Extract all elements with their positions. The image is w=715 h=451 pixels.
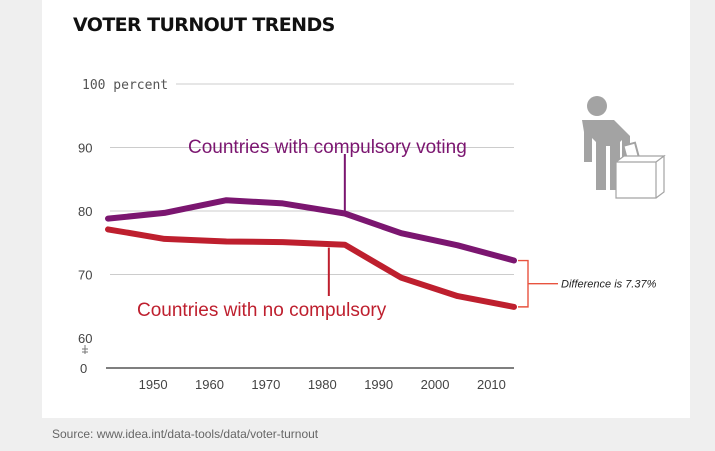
y-tick-label: 90 [78, 141, 92, 156]
x-tick-label: 1990 [364, 377, 393, 392]
x-tick-label: 1980 [308, 377, 337, 392]
series-line-compulsory [105, 197, 517, 264]
difference-bracket [518, 259, 558, 308]
source-note: Source: www.idea.int/data-tools/data/vot… [52, 427, 319, 441]
chart-card [42, 0, 690, 418]
axis-break-icon [82, 345, 88, 354]
x-tick-label: 1970 [251, 377, 280, 392]
x-tick-label: 2010 [477, 377, 506, 392]
series-line-no-compulsory [105, 226, 517, 310]
y-tick-label: 60 [78, 331, 92, 346]
y-tick-label: 70 [78, 268, 92, 283]
x-tick-label: 1960 [195, 377, 224, 392]
y-axis-zero-label: 0 [80, 361, 87, 376]
y-tick-label: 80 [78, 204, 92, 219]
x-tick-label: 1950 [139, 377, 168, 392]
voter-icon-group [582, 96, 666, 199]
ballot-box-icon [615, 154, 666, 199]
chart-title: VOTER TURNOUT TRENDS [73, 14, 335, 36]
difference-annotation: Difference is 7.37% [561, 279, 657, 291]
series-label-no-compulsory: Countries with no compulsory [137, 300, 387, 321]
series-label-compulsory: Countries with compulsory voting [188, 137, 467, 158]
y-axis-label: 100 percent [82, 78, 168, 93]
voter-head-icon [587, 96, 607, 116]
line-chart: 100 percent 90 80 70 60 0 1950 1960 1970 1980 1990… [78, 78, 666, 392]
x-tick-label: 2000 [421, 377, 450, 392]
